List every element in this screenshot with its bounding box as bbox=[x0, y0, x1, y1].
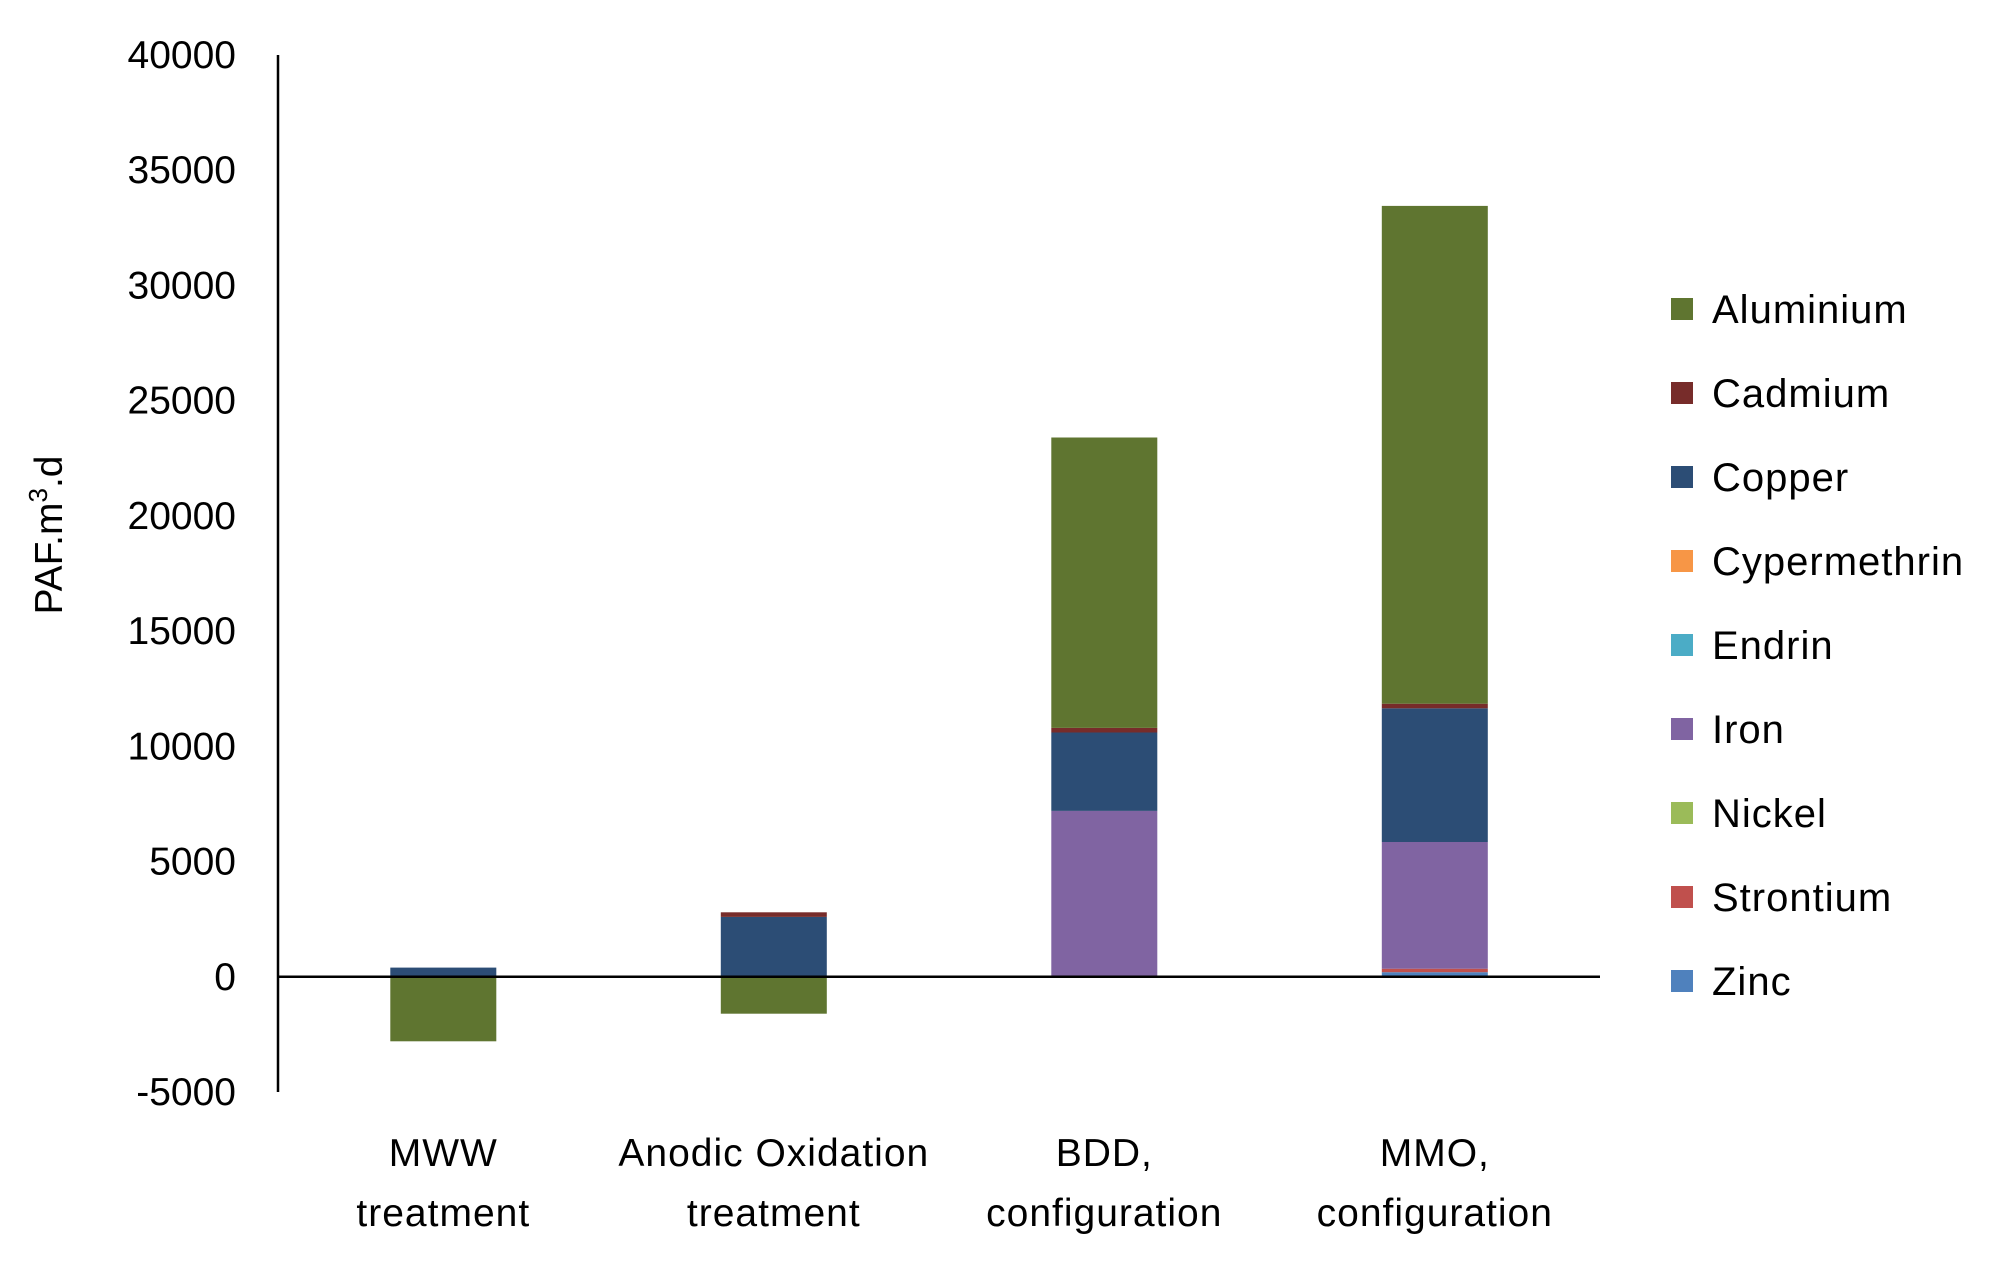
x-category-label: treatment bbox=[687, 1192, 861, 1235]
x-category-label: MWW bbox=[389, 1132, 498, 1175]
bar-cadmium-1 bbox=[720, 912, 827, 917]
x-category-label: BDD, bbox=[1056, 1132, 1153, 1175]
x-category-label: MMO, bbox=[1380, 1132, 1490, 1175]
bar-aluminium-1 bbox=[720, 976, 827, 1014]
y-tick-label: 10000 bbox=[128, 725, 236, 768]
legend-swatch-cypermethrin bbox=[1671, 550, 1693, 572]
y-tick-label: 15000 bbox=[128, 610, 236, 653]
legend-label-copper: Copper bbox=[1712, 456, 1849, 500]
bar-aluminium-3 bbox=[1381, 205, 1488, 704]
legend-label-nickel: Nickel bbox=[1712, 792, 1827, 836]
bar-copper-3 bbox=[1381, 708, 1488, 842]
bar-cadmium-2 bbox=[1051, 727, 1158, 733]
y-tick-label: 0 bbox=[214, 956, 236, 999]
bar-copper-0 bbox=[390, 967, 497, 977]
bar-aluminium-2 bbox=[1051, 437, 1158, 728]
x-category-label: treatment bbox=[356, 1192, 530, 1235]
bar-copper-1 bbox=[720, 916, 827, 977]
bar-cadmium-3 bbox=[1381, 703, 1488, 709]
legend-swatch-endrin bbox=[1671, 634, 1693, 656]
y-tick-label: 35000 bbox=[128, 149, 236, 192]
axes-layer bbox=[276, 55, 1600, 1092]
y-tick-label: -5000 bbox=[136, 1071, 236, 1114]
y-tick-label: 30000 bbox=[128, 264, 236, 307]
bar-zinc-3 bbox=[1381, 972, 1488, 977]
legend-label-iron: Iron bbox=[1712, 708, 1785, 752]
y-tick-label: 25000 bbox=[128, 380, 236, 423]
legend-swatch-iron bbox=[1671, 718, 1693, 740]
legend-swatch-aluminium bbox=[1671, 298, 1693, 320]
x-category-label: configuration bbox=[1317, 1192, 1553, 1235]
bar-copper-2 bbox=[1051, 732, 1158, 811]
bar-aluminium-0 bbox=[390, 976, 497, 1042]
bar-iron-3 bbox=[1381, 842, 1488, 969]
bars-layer bbox=[390, 205, 1488, 1042]
y-tick-label: 5000 bbox=[149, 841, 236, 884]
y-axis-label-superscript: 3 bbox=[23, 488, 53, 502]
legend-label-aluminium: Aluminium bbox=[1712, 288, 1908, 332]
legend-label-zinc: Zinc bbox=[1712, 960, 1792, 1004]
legend-label-endrin: Endrin bbox=[1712, 624, 1834, 668]
bar-strontium-3 bbox=[1381, 968, 1488, 973]
x-category-label: configuration bbox=[986, 1192, 1222, 1235]
legend-swatch-nickel bbox=[1671, 802, 1693, 824]
y-tick-label: 20000 bbox=[128, 495, 236, 538]
x-category-label: Anodic Oxidation bbox=[618, 1132, 929, 1175]
bar-iron-2 bbox=[1051, 810, 1158, 977]
legend: Aluminium Cadmium Copper Cypermethrin Endrin… bbox=[1671, 288, 1964, 1004]
legend-swatch-zinc bbox=[1671, 970, 1693, 992]
legend-label-cadmium: Cadmium bbox=[1712, 372, 1890, 416]
y-tick-labels: -5000 0 5000 10000 15000 20000 25000 30000 35000… bbox=[128, 34, 236, 1114]
y-tick-label: 40000 bbox=[128, 34, 236, 77]
y-axis-label: PAF.m3.d bbox=[23, 456, 71, 615]
x-category-labels: MWW treatment Anodic Oxidation treatment BDD… bbox=[356, 1132, 1553, 1235]
legend-swatch-copper bbox=[1671, 466, 1693, 488]
legend-label-cypermethrin: Cypermethrin bbox=[1712, 540, 1964, 584]
legend-swatch-strontium bbox=[1671, 886, 1693, 908]
legend-swatch-cadmium bbox=[1671, 382, 1693, 404]
legend-label-strontium: Strontium bbox=[1712, 876, 1892, 920]
